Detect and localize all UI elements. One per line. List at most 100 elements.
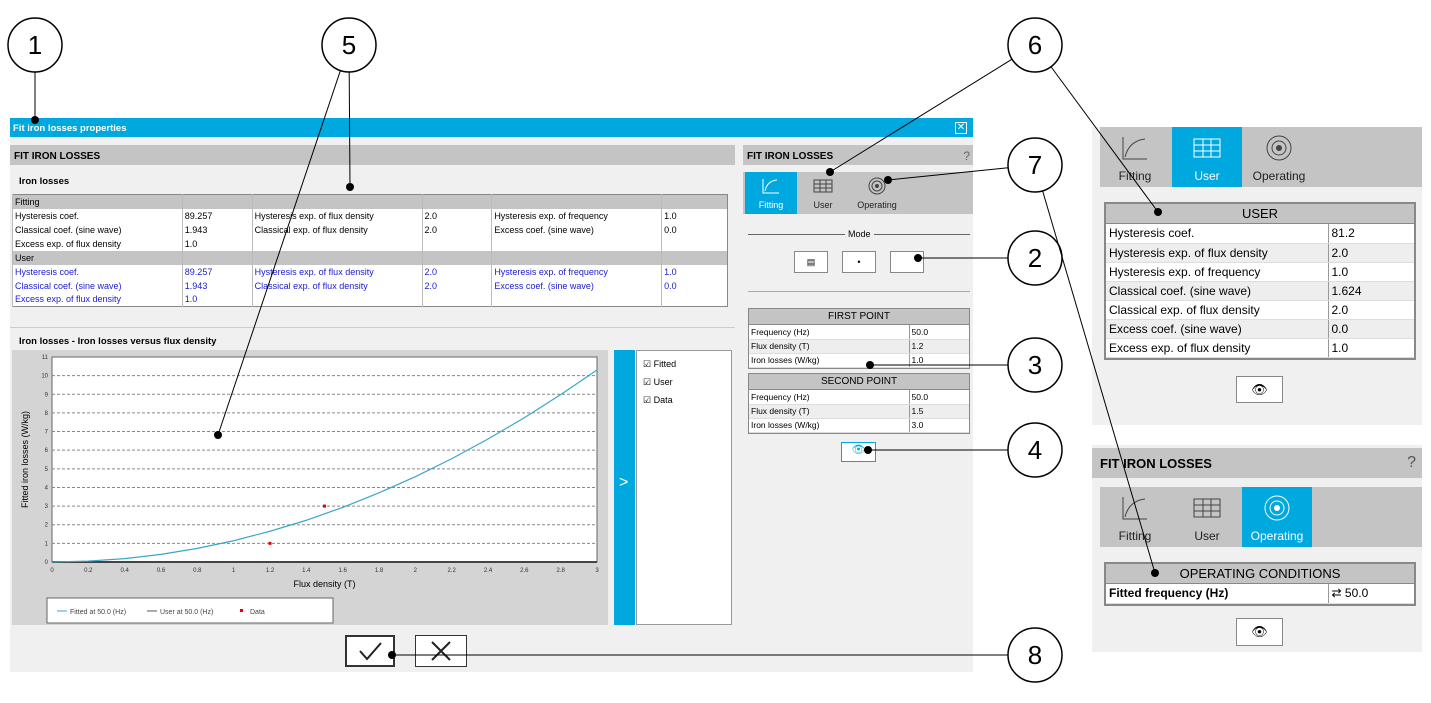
fitted-frequency-input[interactable]: ⇄ 50.0 [1327, 584, 1414, 604]
value-field[interactable]: 1.624 [1327, 281, 1414, 301]
inset-tabs: Fitting User Operating [1100, 127, 1422, 187]
table-row: Excess exp. of flux density 1.0 [12, 236, 728, 251]
series-toggle-list: ☑ Fitted ☑ User ☑ Data [636, 350, 732, 625]
callout-circle [1007, 422, 1063, 478]
y-tick-label: 0 [45, 560, 49, 566]
user-tab-inset: Fitting User Operating USER Hysteresis co… [1092, 127, 1422, 425]
tab-user[interactable]: User [1172, 127, 1242, 187]
value-field[interactable]: 1.2 [908, 339, 969, 354]
target-icon [868, 177, 886, 195]
operating-conditions-table: OPERATING CONDITIONS Fitted frequency (H… [1104, 562, 1416, 606]
tab-operating[interactable]: Operating [847, 172, 907, 214]
table-row: Classical coef. (sine wave) 1.624 [1106, 281, 1414, 301]
x-tick-label: 2.6 [520, 568, 529, 574]
cancel-button[interactable] [415, 635, 467, 667]
tab-fitting[interactable]: Fitting [745, 172, 797, 214]
x-tick-label: 1 [232, 568, 236, 574]
right-tabs: Fitting User Operating [743, 172, 973, 214]
table-row: Hysteresis exp. of frequency 1.0 [1106, 262, 1414, 282]
table-icon [1193, 138, 1221, 158]
close-icon[interactable]: ✕ [955, 122, 967, 134]
legend-entry: Fitted at 50.0 (Hz) [70, 609, 126, 616]
preview-button[interactable]: 👁 [1236, 618, 1283, 646]
chart-legend [46, 597, 334, 624]
value-field[interactable]: 1.5 [908, 404, 969, 419]
tab-operating[interactable]: Operating [1244, 127, 1314, 187]
legend-entry: Data [250, 609, 265, 616]
help-icon[interactable]: ? [1407, 454, 1416, 471]
first-point-table: FIRST POINT Frequency (Hz) 50.0 Flux densit… [748, 308, 970, 369]
iron-losses-label: Iron losses [19, 176, 70, 187]
table-row: Excess exp. of flux density 1.0 [12, 292, 728, 307]
table-icon [1193, 498, 1221, 518]
legend-entry: User at 50.0 (Hz) [160, 609, 213, 616]
value-field[interactable]: 2.0 [1327, 243, 1414, 263]
dialog: Fit iron losses properties ✕ FIT IRON LO… [10, 118, 973, 672]
mode-table-button[interactable]: ▤ [794, 251, 828, 273]
value-field[interactable]: 0.0 [1327, 319, 1414, 339]
tab-user[interactable]: User [797, 172, 849, 214]
eye-search-icon: 👁 [1251, 624, 1268, 639]
table-row: Frequency (Hz) 50.0 [749, 390, 969, 405]
value-field[interactable]: 81.2 [1327, 224, 1414, 244]
ok-button[interactable] [345, 635, 395, 667]
y-tick-label: 11 [42, 355, 49, 361]
y-axis-label: Fitted iron losses (W/kg) [20, 411, 30, 508]
mode-one-point-button[interactable]: • [842, 251, 876, 273]
tab-user[interactable]: User [1172, 487, 1242, 547]
help-icon[interactable]: ? [963, 149, 970, 163]
x-tick-label: 1.8 [375, 568, 384, 574]
fitting-curve-icon [762, 179, 779, 194]
callout-number: 2 [1028, 243, 1042, 273]
callout-dot [1151, 569, 1159, 577]
tab-operating[interactable]: Operating [1242, 487, 1312, 547]
legend-swatch [240, 609, 243, 612]
value-field[interactable]: 1.0 [1327, 338, 1414, 358]
y-tick-label: 8 [45, 411, 49, 417]
preview-button[interactable]: 👁 [1236, 376, 1283, 403]
callout-leader [217, 70, 341, 436]
two-dots-icon: •● [902, 257, 912, 267]
callout-dot [388, 651, 396, 659]
separator [748, 291, 970, 292]
target-icon [1266, 135, 1292, 161]
value-field[interactable]: 3.0 [908, 418, 969, 433]
chart-title: Iron losses - Iron losses versus flux de… [19, 336, 217, 347]
check-fitted[interactable]: ☑ Fitted [643, 359, 677, 369]
callout-dot [884, 176, 892, 184]
value-field[interactable]: 1.0 [1327, 262, 1414, 282]
callout-dot [214, 431, 222, 439]
callout-number: 4 [1028, 435, 1042, 465]
value-field[interactable]: 50.0 [908, 390, 969, 405]
value-field[interactable]: 2.0 [1327, 300, 1414, 320]
tab-fitting[interactable]: Fitting [1100, 127, 1170, 187]
check-user[interactable]: ☑ User [643, 377, 673, 387]
y-tick-label: 7 [45, 430, 49, 436]
checkbox-icon: ☑ [643, 359, 652, 369]
table-row: Iron losses (W/kg) 3.0 [749, 418, 969, 433]
x-tick-label: 2.2 [447, 568, 456, 574]
list-icon: ▤ [806, 257, 816, 267]
section-row: Fitting [12, 194, 728, 209]
y-tick-label: 6 [45, 448, 49, 454]
operating-tab-inset: FIT IRON LOSSES? Fitting User Operating … [1092, 445, 1422, 652]
callout-circle [1007, 17, 1063, 73]
callout-number: 8 [1028, 640, 1042, 670]
y-tick-label: 4 [45, 485, 49, 491]
table-row: Hysteresis coef. 89.257 Hysteresis exp. of… [12, 264, 728, 279]
chevron-right-icon: > [619, 474, 629, 491]
check-data[interactable]: ☑ Data [643, 395, 673, 405]
dialog-title: Fit iron losses properties [13, 123, 127, 134]
callout-leader [829, 58, 1013, 173]
value-field[interactable]: 1.0 [908, 353, 969, 368]
table-row: Hysteresis coef. 81.2 [1106, 224, 1414, 244]
fitted-series-line [51, 369, 598, 563]
table-row: Classical coef. (sine wave) 1.943 Classica… [12, 278, 728, 293]
callout-leader [887, 167, 1009, 181]
expand-legend-button[interactable]: > [614, 350, 635, 625]
x-tick-label: 0.8 [193, 568, 202, 574]
y-tick-label: 3 [45, 504, 49, 510]
target-icon [1264, 495, 1290, 521]
value-field[interactable]: 50.0 [908, 325, 969, 340]
